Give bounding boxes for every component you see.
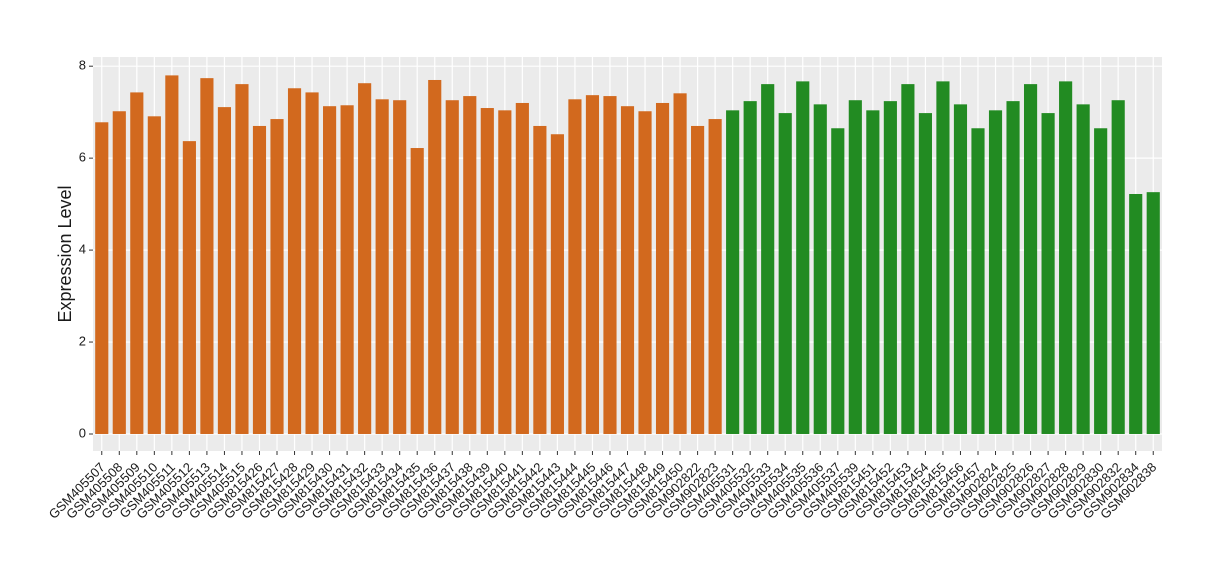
bar bbox=[112, 111, 126, 434]
bar bbox=[1006, 101, 1020, 434]
bar bbox=[1041, 113, 1055, 434]
bar bbox=[673, 93, 687, 434]
bar bbox=[130, 92, 144, 434]
bar bbox=[463, 96, 477, 434]
bar bbox=[165, 75, 179, 434]
bar bbox=[708, 119, 722, 434]
bar bbox=[726, 110, 740, 434]
bar bbox=[305, 92, 319, 434]
y-tick-label: 4 bbox=[79, 242, 86, 257]
bar bbox=[550, 134, 564, 434]
bar bbox=[200, 78, 214, 434]
bar bbox=[638, 111, 652, 434]
bar bbox=[480, 108, 494, 434]
bar bbox=[287, 88, 302, 434]
bar bbox=[691, 125, 705, 434]
y-axis-title: Expression Level bbox=[55, 185, 75, 322]
bar bbox=[1059, 81, 1073, 434]
bar bbox=[270, 119, 284, 434]
bar bbox=[848, 100, 862, 434]
bar bbox=[761, 84, 775, 434]
bar bbox=[252, 125, 267, 434]
bar bbox=[796, 81, 810, 434]
bar bbox=[1129, 194, 1143, 434]
bar bbox=[533, 125, 547, 434]
bar bbox=[1094, 128, 1108, 434]
bar bbox=[585, 95, 600, 434]
bar bbox=[883, 101, 897, 434]
bar bbox=[323, 106, 337, 434]
bar bbox=[235, 84, 249, 434]
bar bbox=[1076, 104, 1090, 434]
bar bbox=[1023, 84, 1038, 434]
bar bbox=[393, 100, 407, 434]
bar bbox=[813, 104, 827, 434]
y-tick-label: 0 bbox=[79, 425, 86, 440]
bar bbox=[603, 96, 617, 434]
y-tick-label: 2 bbox=[79, 333, 86, 348]
bar bbox=[655, 102, 670, 434]
bar bbox=[515, 102, 529, 434]
bar bbox=[358, 83, 372, 434]
bar bbox=[375, 99, 389, 434]
bar bbox=[743, 101, 757, 434]
bar bbox=[410, 148, 424, 434]
bar bbox=[988, 110, 1003, 434]
bar bbox=[936, 81, 950, 434]
bar bbox=[901, 84, 915, 434]
bar bbox=[1111, 100, 1125, 434]
y-tick-label: 6 bbox=[79, 150, 86, 165]
bar bbox=[498, 110, 512, 434]
bar bbox=[953, 104, 968, 434]
bar bbox=[568, 99, 582, 434]
bar bbox=[971, 128, 985, 434]
bar bbox=[428, 79, 442, 434]
bar bbox=[778, 113, 792, 434]
bar bbox=[445, 100, 459, 434]
bar bbox=[340, 105, 354, 434]
bar bbox=[918, 113, 932, 434]
bar bbox=[1146, 192, 1160, 434]
bar bbox=[217, 107, 232, 434]
bar bbox=[182, 141, 196, 434]
bar bbox=[95, 122, 109, 434]
y-tick-label: 8 bbox=[79, 58, 86, 73]
bar bbox=[147, 116, 161, 434]
bar bbox=[866, 110, 880, 434]
bar bbox=[620, 106, 635, 434]
bar bbox=[831, 128, 845, 434]
